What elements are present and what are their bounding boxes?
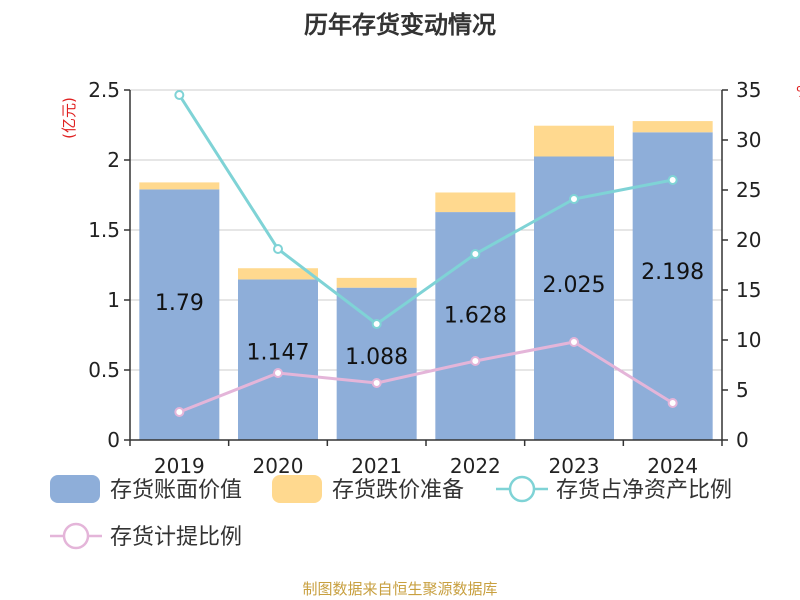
point-inventory-net-assets-ratio (174, 90, 185, 100)
point-provision-ratio (273, 368, 283, 378)
point-provision-ratio (371, 378, 382, 388)
right-tick-label: 5 (736, 378, 749, 402)
legend-swatch (272, 475, 322, 503)
left-tick-label: 1.5 (88, 218, 120, 242)
right-tick-label: 10 (736, 328, 761, 352)
bar-impairment-reserve (139, 182, 220, 190)
line-series (174, 90, 678, 417)
bar-book-value (336, 287, 417, 440)
x-tick-label: 2020 (253, 454, 304, 478)
legend-label: 存货占净资产比例 (556, 478, 732, 503)
point-provision-ratio (174, 407, 185, 417)
bar-book-value (238, 279, 318, 440)
right-tick-label: 20 (736, 228, 761, 252)
x-tick-label: 2019 (154, 454, 205, 478)
point-inventory-net-assets-ratio (569, 194, 579, 204)
bar-impairment-reserve (238, 268, 318, 280)
left-tick-label: 2 (107, 148, 120, 172)
left-tick-label: 0 (107, 428, 120, 452)
point-inventory-net-assets-ratio (470, 249, 481, 259)
left-tick-label: 2.5 (88, 78, 120, 102)
right-tick-label: 30 (736, 128, 761, 152)
point-inventory-net-assets-ratio (371, 319, 382, 329)
legend-label: 存货账面价值 (110, 478, 242, 503)
chart-title: 历年存货变动情况 (304, 11, 496, 39)
axes: 0 0.5 1 1.5 2 2.5 0 5 10 15 20 25 30 35 2019 2020 2021 20… (88, 78, 761, 478)
right-tick-label: 25 (736, 178, 761, 202)
bar-impairment-reserve (534, 125, 614, 157)
bar-data-label: 1.628 (444, 304, 507, 329)
bar-data-label: 1.088 (345, 345, 408, 370)
point-inventory-net-assets-ratio (273, 244, 283, 254)
right-tick-label: 0 (736, 428, 749, 452)
bar-data-label: 1.79 (155, 291, 204, 316)
right-tick-label: 35 (736, 78, 761, 102)
bar-data-label: 2.025 (543, 273, 606, 298)
bar-impairment-reserve (435, 192, 516, 213)
line-provision-ratio (178, 340, 674, 414)
right-axis-unit: % (796, 83, 800, 101)
data-labels: 1.79 1.147 1.088 1.628 2.025 2.198 (155, 260, 704, 370)
point-provision-ratio (569, 337, 579, 347)
x-tick-label: 2022 (450, 454, 501, 478)
legend-label: 存货计提比例 (110, 525, 242, 550)
line-inventory-net-assets-ratio (178, 94, 673, 326)
legend-marker (508, 475, 536, 503)
left-axis-unit: (亿元) (60, 97, 78, 139)
bar-impairment-reserve (632, 121, 713, 133)
x-tick-label: 2021 (351, 454, 402, 478)
left-tick-label: 0.5 (88, 358, 120, 382)
legend-label: 存货跌价准备 (332, 478, 464, 503)
source-note: 制图数据来自恒生聚源数据库 (302, 580, 497, 598)
bar-data-label: 2.198 (641, 260, 704, 285)
x-tick-label: 2024 (647, 454, 698, 478)
x-tick-label: 2023 (549, 454, 600, 478)
point-provision-ratio (667, 398, 678, 408)
point-inventory-net-assets-ratio (667, 175, 678, 185)
left-tick-label: 1 (107, 288, 120, 312)
legend-swatch (50, 475, 100, 503)
right-tick-label: 15 (736, 278, 761, 302)
legend-marker (62, 522, 90, 550)
bar-book-value (139, 189, 220, 440)
bar-impairment-reserve (336, 277, 417, 288)
point-provision-ratio (470, 356, 481, 366)
bar-data-label: 1.147 (247, 341, 310, 366)
